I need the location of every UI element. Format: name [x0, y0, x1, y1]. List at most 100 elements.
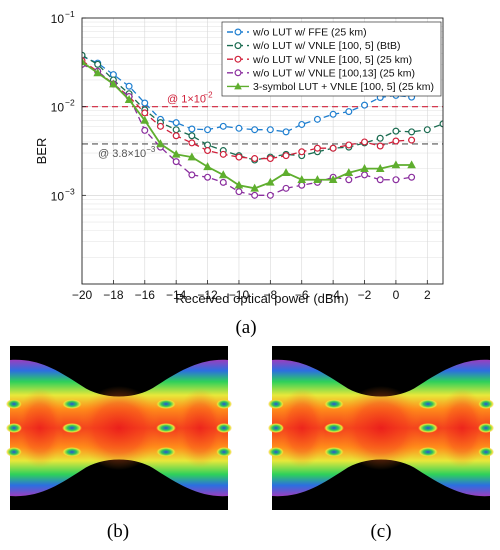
x-tick-label: −20	[72, 288, 93, 302]
data-point	[345, 141, 353, 149]
data-point	[219, 122, 227, 130]
legend-entry: w/o LUT w/ VNLE [100,13] (25 km)	[252, 67, 415, 79]
data-point	[297, 175, 307, 184]
series-line	[82, 63, 412, 196]
data-point	[361, 101, 369, 109]
data-point	[250, 183, 259, 192]
caption-b: (b)	[107, 521, 129, 542]
data-point	[188, 139, 196, 147]
y-tick-exponent: −2	[65, 98, 75, 108]
data-point	[188, 171, 196, 179]
data-point	[439, 120, 443, 128]
x-tick-label: −6	[295, 288, 309, 302]
data-point	[204, 141, 212, 149]
x-tick-label: 2	[424, 288, 431, 302]
data-point	[172, 158, 180, 166]
data-point	[188, 125, 196, 133]
data-point	[344, 168, 354, 176]
data-point	[329, 110, 337, 118]
series-group	[82, 51, 443, 199]
data-point	[235, 124, 243, 132]
series-line	[82, 60, 412, 160]
data-point	[156, 139, 165, 148]
threshold-label: @ 3.8×10	[98, 148, 146, 160]
data-point	[125, 82, 133, 90]
legend-swatch-marker	[234, 42, 242, 50]
legend-swatch-marker	[234, 69, 242, 77]
data-point	[298, 120, 306, 128]
data-point	[172, 126, 180, 134]
data-point	[172, 119, 180, 127]
data-point	[392, 127, 400, 135]
x-tick-label: −10	[229, 288, 250, 302]
data-point	[313, 175, 322, 184]
legend-entry: w/o LUT w/ VNLE [100, 5] (25 km)	[252, 54, 412, 66]
data-point	[140, 115, 150, 124]
data-point	[82, 51, 86, 59]
data-point	[172, 132, 180, 140]
x-tick-label: −4	[326, 288, 340, 302]
data-point	[204, 126, 212, 134]
data-point	[171, 149, 181, 158]
data-point	[124, 95, 134, 103]
data-point	[219, 178, 227, 186]
x-tick-label: −14	[166, 288, 187, 302]
data-point	[376, 142, 384, 150]
data-point	[93, 68, 102, 77]
data-point	[313, 144, 321, 152]
y-tick-exponent: −1	[65, 9, 75, 19]
data-point	[360, 164, 369, 172]
x-tick-label: 0	[393, 288, 400, 302]
data-point	[282, 152, 290, 160]
data-point	[203, 162, 212, 171]
y-tick-label: 10	[51, 189, 65, 203]
plot-frame	[81, 17, 444, 285]
threshold-labels: @ 1×10−2 @ 3.8×10 −3	[98, 91, 213, 160]
data-point	[408, 136, 416, 144]
data-point	[94, 60, 102, 68]
data-point	[266, 155, 274, 163]
data-point	[109, 79, 118, 88]
data-point	[188, 132, 196, 140]
x-tick-label: −8	[264, 288, 278, 302]
data-point	[423, 126, 431, 134]
data-point	[376, 134, 384, 142]
data-point	[329, 144, 337, 152]
data-point	[251, 155, 259, 163]
caption-c: (c)	[370, 521, 391, 542]
x-tick-label: −18	[103, 288, 124, 302]
data-point	[376, 176, 384, 184]
y-tick-exponent: −3	[65, 186, 75, 196]
data-point	[235, 188, 243, 196]
data-point	[82, 57, 87, 66]
data-point	[281, 168, 291, 176]
data-point	[251, 126, 259, 134]
data-point	[266, 177, 275, 186]
x-tick-label: −12	[197, 288, 218, 302]
data-point	[361, 171, 369, 179]
data-point	[392, 137, 400, 145]
data-point	[298, 148, 306, 156]
threshold-label-exponent: −2	[203, 91, 213, 100]
data-point	[251, 191, 259, 199]
data-point	[282, 184, 290, 192]
legend-box	[221, 21, 442, 97]
data-point	[141, 99, 149, 107]
x-axis-label: Received optical power (dBm)	[175, 291, 348, 306]
data-point	[408, 173, 416, 181]
legend-entry: w/o LUT w/ VNLE [100, 5] (BtB)	[252, 40, 400, 52]
legend-entry: w/o LUT w/ FFE (25 km)	[252, 27, 367, 39]
x-tick-label: −2	[358, 288, 372, 302]
data-point	[328, 175, 338, 184]
data-point	[204, 147, 212, 155]
data-point	[391, 160, 401, 169]
data-point	[141, 109, 149, 117]
data-point	[375, 164, 385, 172]
data-point	[187, 152, 197, 161]
eye-diagram-c	[268, 346, 494, 510]
data-point	[361, 138, 369, 146]
x-tick-label: −16	[135, 288, 156, 302]
data-point	[392, 176, 400, 184]
caption-a: (a)	[235, 317, 256, 338]
